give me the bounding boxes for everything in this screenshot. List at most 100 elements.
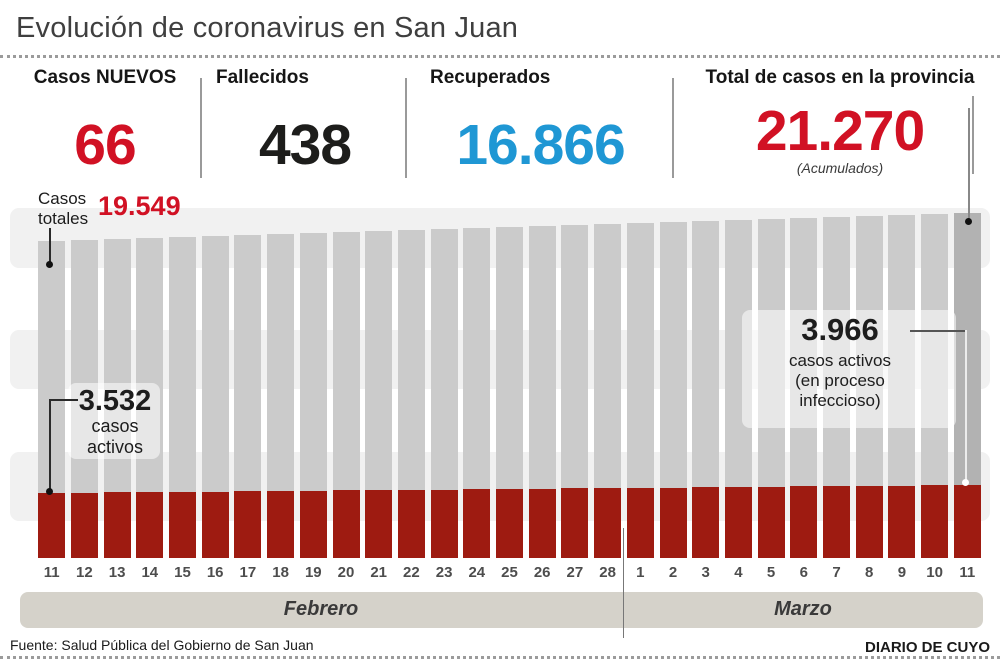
annotation-left-value: 3.532 [78, 385, 152, 417]
date-label: 7 [832, 564, 841, 581]
bar-casos-activos [528, 488, 556, 558]
bar-casos-activos [299, 490, 327, 558]
date-label: 22 [403, 564, 420, 581]
annotation-totales-label: Casos totales [38, 189, 89, 228]
bar-casos-activos [430, 489, 458, 558]
top-dotted-divider [0, 55, 1000, 58]
stat-total-value: 21.270 [755, 99, 925, 163]
bar-casos-activos [267, 490, 295, 558]
bar-casos-activos [103, 492, 131, 558]
date-label: 25 [501, 564, 518, 581]
annotation-right-box [742, 310, 956, 428]
bar-casos-activos [855, 485, 883, 558]
annotation-right-dot [962, 479, 969, 486]
annotation-right: 3.966 casos activos (en proceso infeccio… [740, 312, 940, 411]
annotation-left-dot [46, 488, 53, 495]
date-label: 5 [766, 564, 776, 581]
bar-casos-activos [38, 492, 66, 558]
stat-divider-1 [200, 78, 202, 178]
date-label: 24 [468, 564, 486, 581]
date-label: 18 [272, 564, 289, 581]
date-label: 1 [636, 564, 645, 581]
bar-casos-activos [70, 492, 98, 558]
bar-casos-activos [659, 487, 687, 558]
date-label: 19 [304, 564, 322, 581]
bar-casos-activos [790, 486, 818, 558]
bottom-dotted-divider [0, 656, 1000, 659]
annotation-totales-dot [46, 261, 53, 268]
bar-casos-activos [201, 491, 229, 558]
stat-new-cases-label: Casos NUEVOS [33, 67, 177, 88]
date-label: 28 [599, 564, 616, 581]
stat-recovered-value: 16.866 [456, 113, 625, 177]
stat-divider-2 [405, 78, 407, 178]
date-label: 16 [206, 564, 224, 581]
date-label: 20 [337, 564, 355, 581]
annotation-left-line-h [49, 399, 78, 401]
bar-casos-activos [692, 487, 720, 558]
date-label: 8 [865, 564, 874, 581]
date-label: 6 [799, 564, 808, 581]
stat-new-cases-value: 66 [74, 113, 136, 177]
date-label: 3 [701, 564, 710, 581]
date-label: 14 [141, 564, 159, 581]
annotation-total-dot [965, 218, 972, 225]
annotation-left-caption: casos activos [86, 416, 144, 458]
month-label-febrero: Febrero [283, 598, 359, 620]
date-label: 4 [734, 564, 743, 581]
date-label: 2 [668, 564, 678, 581]
bar-casos-activos [496, 488, 523, 558]
annotation-right-line-v [965, 330, 967, 482]
stat-recovered-label: Recuperados [430, 67, 551, 88]
date-label: 21 [370, 564, 388, 581]
bar-casos-activos [823, 486, 850, 558]
annotation-left-line-v [49, 399, 51, 491]
date-label: 17 [239, 564, 257, 581]
annotation-totales-line [49, 228, 51, 264]
bar-casos-activos [757, 486, 785, 558]
source-credit: Fuente: Salud Pública del Gobierno de Sa… [10, 637, 314, 653]
stat-divider-4 [972, 96, 974, 174]
date-label: 9 [897, 564, 907, 581]
page-title: Evolución de coronavirus en San Juan [16, 12, 519, 44]
date-label: 23 [435, 564, 453, 581]
bar-casos-activos [136, 492, 164, 558]
stat-new-cases: Casos NUEVOS 66 [10, 67, 200, 174]
stat-recovered: Recuperados 16.866 [428, 67, 653, 174]
stat-total: Total de casos en la provincia 21.270 (A… [697, 67, 983, 176]
date-label: 11 [43, 564, 60, 581]
bar-casos-activos [724, 486, 752, 558]
annotation-right-caption: casos activos (en proceso infeccioso) [788, 350, 892, 410]
month-divider-line [623, 528, 624, 638]
bar-casos-activos [594, 488, 622, 558]
stat-deaths-value: 438 [258, 113, 352, 177]
annotation-totales-value: 19.549 [98, 191, 181, 221]
date-label: 27 [566, 564, 584, 581]
date-label: 10 [926, 564, 943, 581]
bar-casos-activos [365, 490, 393, 558]
bar-casos-activos [888, 485, 916, 558]
date-label: 12 [76, 564, 93, 581]
annotation-right-line-h [910, 330, 967, 332]
date-label: 11 [959, 564, 976, 581]
publisher-credit: DIARIO DE CUYO [864, 639, 990, 656]
bar-casos-activos [397, 489, 425, 558]
bar-casos-activos [921, 485, 949, 558]
date-label: 15 [174, 564, 191, 581]
date-label: 26 [533, 564, 551, 581]
stat-deaths: Fallecidos 438 [212, 67, 398, 174]
bar-casos-activos [953, 485, 981, 558]
stat-divider-3 [672, 78, 674, 178]
annotation-total-line [968, 108, 970, 222]
annotation-left-box [68, 383, 160, 459]
stat-deaths-label: Fallecidos [216, 67, 309, 88]
stat-total-label: Total de casos en la provincia [705, 67, 975, 88]
month-label-marzo: Marzo [774, 598, 832, 620]
month-band [20, 592, 983, 628]
annotation-right-value: 3.966 [801, 312, 879, 347]
bar-casos-activos [561, 488, 589, 558]
bar-casos-activos [234, 491, 262, 558]
date-label: 13 [108, 564, 126, 581]
annotation-left: 3.532 casos activos [55, 386, 175, 458]
